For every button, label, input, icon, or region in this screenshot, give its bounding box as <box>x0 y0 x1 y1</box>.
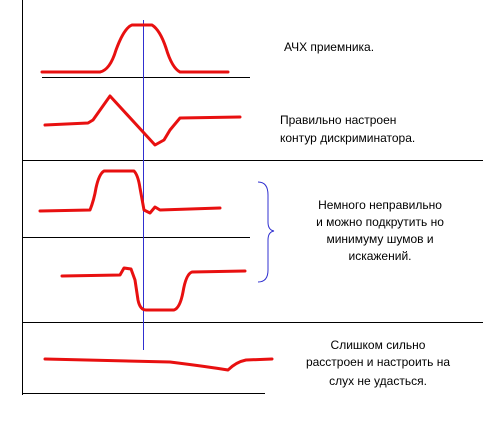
note: АЧХ приемника. <box>284 40 374 54</box>
note: Немного неправильно <box>318 198 442 212</box>
note: слух не удасться. <box>329 374 427 388</box>
note: искажений. <box>349 249 412 263</box>
note: и можно подкрутить но <box>316 215 444 229</box>
note: Правильно настроен <box>280 113 396 127</box>
response-curve <box>40 23 230 74</box>
note: контур дискриминатора. <box>280 131 415 145</box>
note: минимуму шумов и <box>326 232 433 246</box>
note: Слишком сильно <box>331 338 426 352</box>
discriminator-curve <box>38 169 222 215</box>
discriminator-curve <box>43 94 242 147</box>
note: расстроен и настроить на <box>306 355 450 369</box>
brace <box>257 181 275 283</box>
discriminator-curve <box>60 266 247 312</box>
discriminator-curve <box>43 357 274 372</box>
